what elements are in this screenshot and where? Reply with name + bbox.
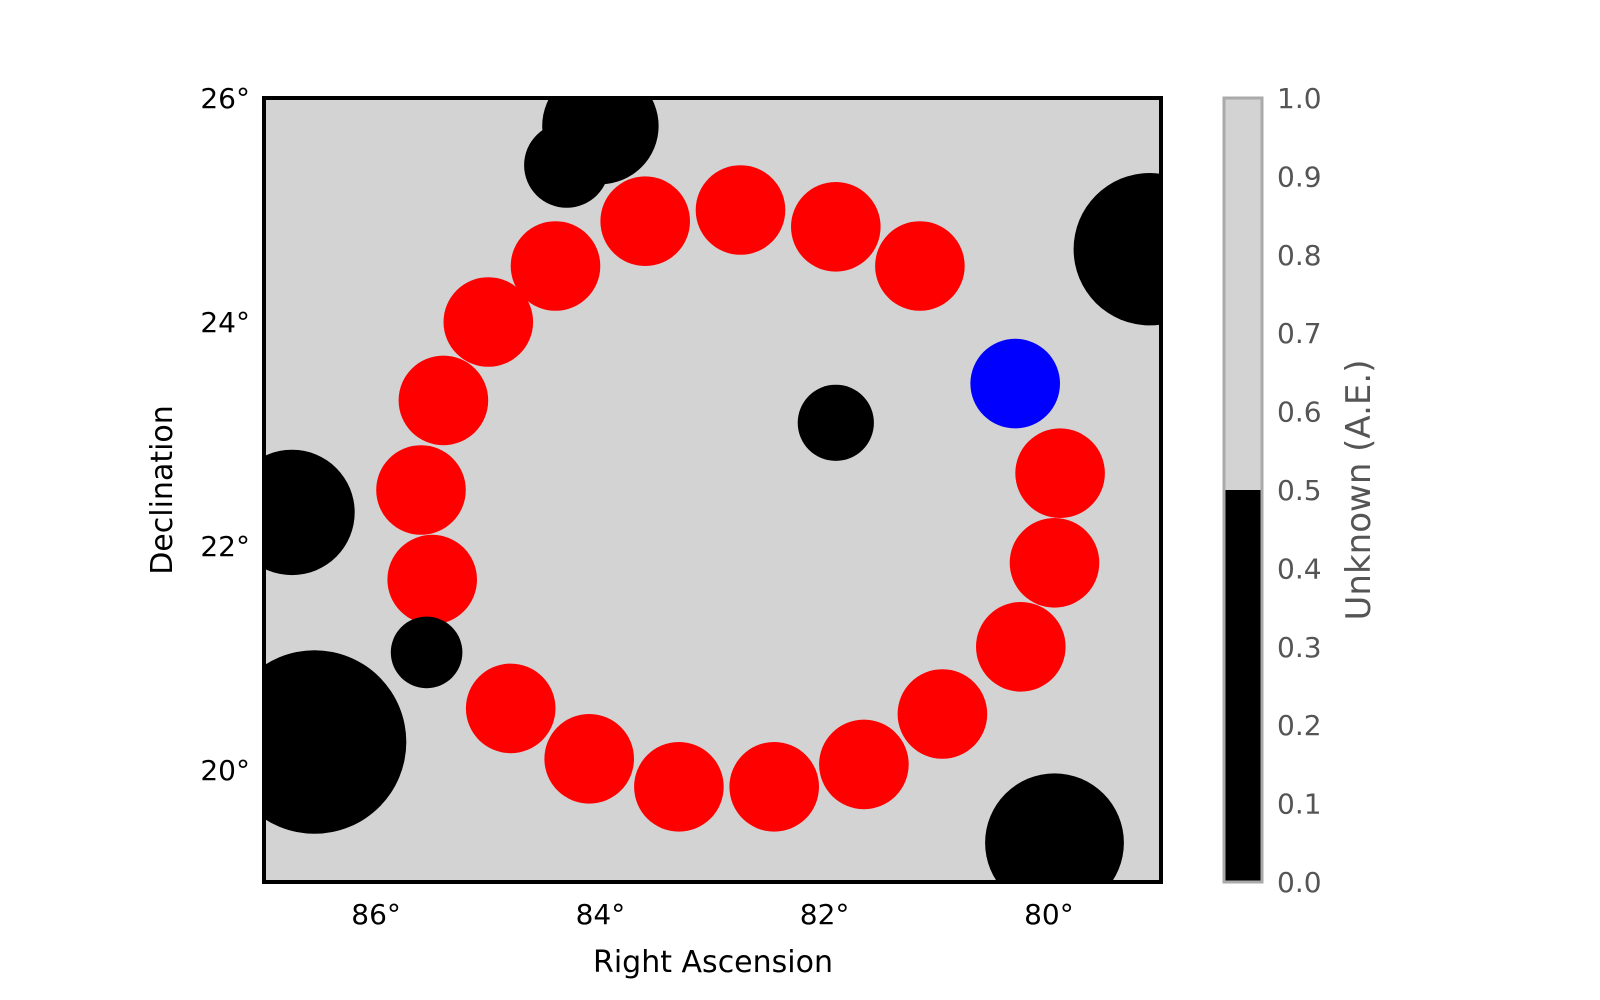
markers-layer <box>264 98 1161 882</box>
marker-2-2 <box>390 616 463 689</box>
marker-2-5 <box>797 384 874 461</box>
marker-0-17 <box>465 663 556 754</box>
x-tick-label-2: 82° <box>800 898 850 931</box>
colorbar-label: Unknown (A.E.) <box>1339 360 1379 621</box>
marker-2-6 <box>1073 173 1161 326</box>
colorbar-tick-label-1: 0.1 <box>1277 788 1322 821</box>
marker-0-9 <box>1015 428 1105 518</box>
y-tick-label-0: 20° <box>200 754 250 787</box>
colorbar-frame <box>1222 96 1264 884</box>
marker-0-10 <box>1009 518 1100 608</box>
colorbar-tick-label-8: 0.8 <box>1277 239 1322 272</box>
x-tick-label-1: 84° <box>576 898 626 931</box>
plot-frame <box>262 96 1163 884</box>
marker-0-16 <box>544 714 634 804</box>
marker-0-7 <box>791 182 881 272</box>
marker-0-6 <box>695 165 786 255</box>
y-axis-ticks: 20° 22° 24° 26° <box>200 82 250 787</box>
y-tick-label-3: 26° <box>200 82 250 115</box>
colorbar: 0.0 0.1 0.2 0.3 0.4 0.5 0.6 0.7 0.8 0.9 1.0 Unknow… <box>1222 82 1379 899</box>
colorbar-ticks: 0.0 0.1 0.2 0.3 0.4 0.5 0.6 0.7 0.8 0.9 1.0 <box>1277 82 1322 899</box>
marker-0-1 <box>376 445 466 535</box>
marker-0-13 <box>819 719 909 810</box>
colorbar-tick-label-6: 0.6 <box>1277 396 1322 429</box>
colorbar-segment-1 <box>1224 98 1262 490</box>
marker-2-7 <box>985 773 1124 882</box>
marker-0-4 <box>510 221 601 311</box>
marker-0-14 <box>729 742 819 832</box>
colorbar-tick-label-4: 0.4 <box>1277 552 1322 585</box>
marker-1-0 <box>970 338 1060 429</box>
marker-0-12 <box>897 669 988 759</box>
colorbar-tick-label-7: 0.7 <box>1277 317 1322 350</box>
colorbar-tick-label-3: 0.3 <box>1277 631 1322 664</box>
marker-0-2 <box>398 355 489 446</box>
colorbar-tick-label-9: 0.9 <box>1277 160 1322 193</box>
marker-2-1 <box>264 449 355 576</box>
marker-0-15 <box>634 742 724 832</box>
colorbar-tick-label-2: 0.2 <box>1277 709 1322 742</box>
x-axis-ticks: 86° 84° 82° 80° <box>351 898 1073 931</box>
marker-2-4 <box>542 98 659 185</box>
x-tick-label-3: 80° <box>1024 898 1074 931</box>
colorbar-segment-0 <box>1224 490 1262 882</box>
colorbar-segments <box>1224 98 1262 882</box>
y-tick-label-1: 22° <box>200 530 250 563</box>
x-tick-label-0: 86° <box>351 898 401 931</box>
marker-0-0 <box>387 534 478 625</box>
y-axis-label: Declination <box>145 405 180 575</box>
marker-2-0 <box>264 650 407 834</box>
x-axis-label: Right Ascension <box>593 945 833 980</box>
marker-0-11 <box>976 602 1066 692</box>
y-tick-label-2: 24° <box>200 306 250 339</box>
marker-0-3 <box>443 277 534 367</box>
colorbar-tick-label-10: 1.0 <box>1277 82 1322 115</box>
marker-0-8 <box>875 221 965 311</box>
colorbar-tick-label-0: 0.0 <box>1277 866 1322 899</box>
colorbar-tick-label-5: 0.5 <box>1277 474 1322 507</box>
marker-0-5 <box>600 176 690 266</box>
